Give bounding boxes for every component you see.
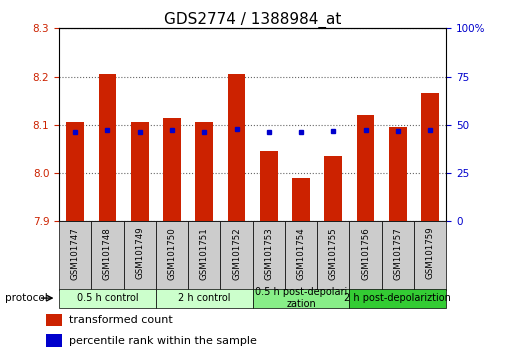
Bar — [124, 221, 156, 290]
Bar — [59, 289, 156, 308]
Bar — [414, 221, 446, 290]
Bar — [163, 118, 181, 221]
Text: protocol: protocol — [5, 293, 48, 303]
Bar — [357, 115, 374, 221]
Bar — [252, 289, 349, 308]
Bar — [46, 334, 62, 347]
Text: GSM101747: GSM101747 — [71, 227, 80, 280]
Bar — [260, 151, 278, 221]
Bar — [285, 221, 317, 290]
Text: 2 h post-depolariztion: 2 h post-depolariztion — [344, 293, 451, 303]
Bar — [382, 221, 414, 290]
Text: 2 h control: 2 h control — [178, 293, 230, 303]
Bar — [195, 122, 213, 221]
Bar — [228, 74, 245, 221]
Bar — [59, 221, 91, 290]
Bar — [156, 289, 252, 308]
Text: GSM101748: GSM101748 — [103, 227, 112, 280]
Bar — [188, 221, 221, 290]
Bar — [252, 221, 285, 290]
Text: GSM101757: GSM101757 — [393, 227, 402, 280]
Text: GSM101754: GSM101754 — [297, 227, 306, 280]
Bar — [156, 221, 188, 290]
Bar — [292, 178, 310, 221]
Text: GSM101750: GSM101750 — [167, 227, 176, 280]
Bar — [421, 93, 439, 221]
Bar — [91, 221, 124, 290]
Bar — [98, 74, 116, 221]
Text: transformed count: transformed count — [69, 315, 173, 325]
Bar — [349, 221, 382, 290]
Text: GSM101756: GSM101756 — [361, 227, 370, 280]
Title: GDS2774 / 1388984_at: GDS2774 / 1388984_at — [164, 12, 341, 28]
Bar — [46, 314, 62, 326]
Text: GSM101755: GSM101755 — [329, 227, 338, 280]
Text: GSM101751: GSM101751 — [200, 227, 209, 280]
Bar — [131, 122, 149, 221]
Text: percentile rank within the sample: percentile rank within the sample — [69, 336, 257, 346]
Bar — [317, 221, 349, 290]
Text: GSM101759: GSM101759 — [426, 227, 435, 279]
Text: GSM101752: GSM101752 — [232, 227, 241, 280]
Bar — [221, 221, 252, 290]
Text: 0.5 h control: 0.5 h control — [76, 293, 138, 303]
Text: GSM101749: GSM101749 — [135, 227, 144, 279]
Bar — [389, 127, 407, 221]
Text: 0.5 h post-depolari
zation: 0.5 h post-depolari zation — [255, 287, 347, 309]
Bar — [66, 122, 84, 221]
Bar — [349, 289, 446, 308]
Bar — [324, 156, 342, 221]
Text: GSM101753: GSM101753 — [264, 227, 273, 280]
